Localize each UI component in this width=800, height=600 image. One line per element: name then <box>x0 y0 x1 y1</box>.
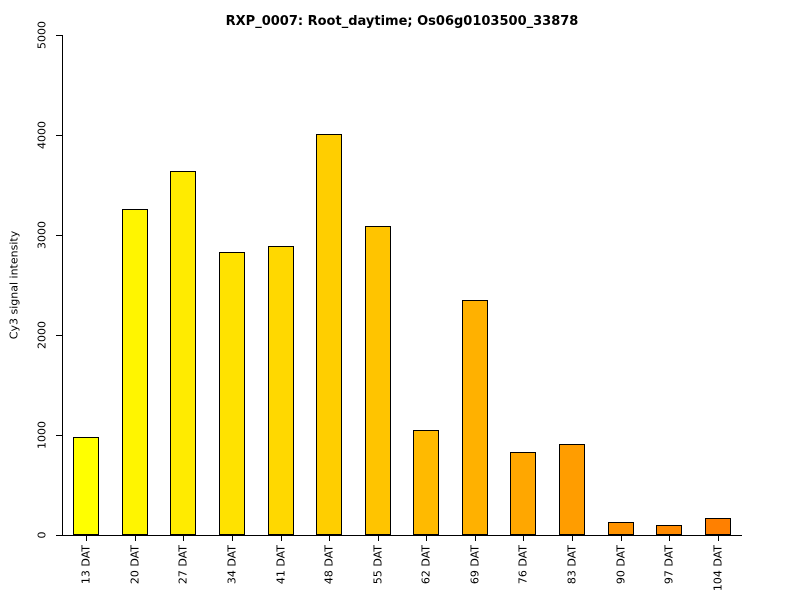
y-tick-label: 5000 <box>35 21 49 49</box>
x-axis-tick <box>329 535 331 541</box>
bar <box>170 171 197 535</box>
y-tick-label: 3000 <box>35 221 49 249</box>
bar <box>316 134 343 535</box>
bar <box>656 524 683 535</box>
x-tick-label: 83 DAT <box>565 545 579 585</box>
x-tick-label: 104 DAT <box>711 545 725 592</box>
x-axis-tick <box>280 535 282 541</box>
x-axis-tick <box>717 535 719 541</box>
bar <box>607 522 634 535</box>
y-axis-label: Cy3 signal intensity <box>7 230 21 340</box>
x-tick-label: 62 DAT <box>419 545 433 585</box>
bar <box>704 518 731 535</box>
x-tick-label: 13 DAT <box>79 545 93 585</box>
x-axis-tick <box>426 535 428 541</box>
y-axis-tick <box>56 235 62 236</box>
y-tick-label: 4000 <box>35 121 49 149</box>
y-axis-tick <box>56 35 62 36</box>
x-axis-line <box>62 535 742 536</box>
x-axis-tick <box>620 535 622 541</box>
bar <box>121 209 148 535</box>
x-tick-label: 90 DAT <box>614 545 628 585</box>
x-axis-tick <box>377 535 379 541</box>
x-tick-label: 97 DAT <box>662 545 676 585</box>
bar <box>559 444 585 535</box>
y-axis-tick <box>56 335 62 336</box>
y-tick-label: 2000 <box>35 321 49 349</box>
bar <box>267 246 294 535</box>
bar <box>510 452 537 535</box>
x-tick-label: 34 DAT <box>225 545 239 585</box>
x-tick-label: 20 DAT <box>128 545 142 585</box>
x-tick-label: 69 DAT <box>468 545 482 585</box>
x-axis-tick <box>523 535 525 541</box>
bar <box>219 252 245 535</box>
x-tick-label: 48 DAT <box>322 545 336 585</box>
x-axis-tick <box>669 535 671 541</box>
y-tick-label: 0 <box>35 531 49 539</box>
x-axis-tick <box>134 535 136 541</box>
x-tick-label: 55 DAT <box>371 545 385 585</box>
x-axis-tick <box>232 535 233 541</box>
bar <box>413 430 440 535</box>
chart-title: RXP_0007: Root_daytime; Os06g0103500_338… <box>225 14 579 29</box>
y-axis-tick <box>56 435 62 436</box>
y-axis-tick <box>56 535 62 536</box>
y-axis-line <box>62 35 63 536</box>
x-axis-tick <box>86 535 88 541</box>
y-tick-label: 1000 <box>35 421 49 449</box>
x-tick-label: 41 DAT <box>274 545 288 585</box>
x-axis-tick <box>572 535 573 541</box>
bar <box>364 226 391 535</box>
x-tick-label: 27 DAT <box>176 545 190 585</box>
x-axis-tick <box>474 535 476 541</box>
x-tick-label: 76 DAT <box>516 545 530 585</box>
y-axis-tick <box>56 135 62 136</box>
bar <box>461 300 488 535</box>
bar <box>73 437 100 535</box>
x-axis-tick <box>183 535 185 541</box>
